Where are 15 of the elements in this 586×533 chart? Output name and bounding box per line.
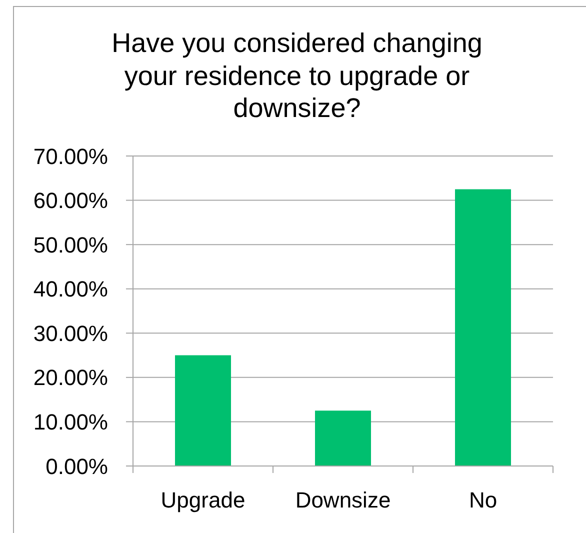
y-tick-label: 0.00% <box>46 454 108 479</box>
y-tick-label: 10.00% <box>33 410 108 435</box>
y-tick-label: 40.00% <box>33 276 108 302</box>
y-tick-label: 20.00% <box>33 365 108 390</box>
bar <box>455 189 511 466</box>
bar <box>175 355 231 466</box>
x-tick-label: Upgrade <box>160 488 246 512</box>
chart-title: Have you considered changing your residence to upgrade or downsize? <box>110 27 484 124</box>
x-tick-label: No <box>468 488 498 512</box>
y-tick-label: 50.00% <box>33 232 108 258</box>
x-tick-label: Downsize <box>295 488 391 512</box>
bar <box>315 410 371 466</box>
y-tick-label: 70.00% <box>33 144 108 169</box>
y-tick-label: 60.00% <box>33 188 108 214</box>
y-tick-label: 30.00% <box>33 320 108 346</box>
